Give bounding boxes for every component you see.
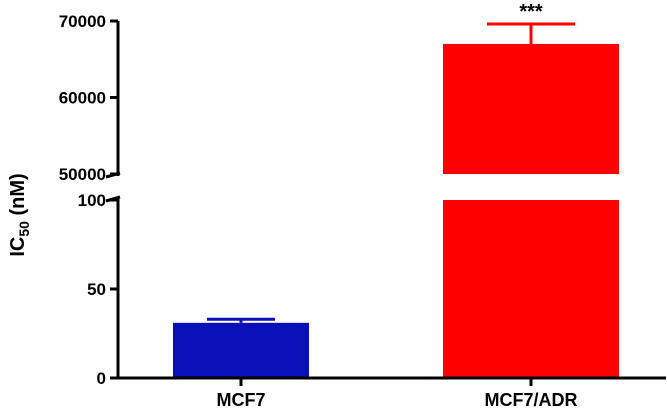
plot-area: 0 50 100 50000 60000 70000 MCF7 MCF7/ADR *** [59,1,666,410]
bar-1-upper [443,43,619,175]
bar-1-lower [443,200,619,378]
upper-tick-label-0: 50000 [59,165,106,184]
category-label-0: MCF7 [217,390,266,410]
upper-tick-label-1: 60000 [59,89,106,108]
y-axis-title: IC50 (nM) [7,173,32,256]
upper-tick-label-2: 70000 [59,12,106,31]
y-axis-title-unit: (nM) [7,173,29,221]
bar-0 [173,322,309,378]
lower-tick-label-0: 0 [97,369,106,388]
y-axis-title-subscript: 50 [16,221,32,237]
significance-annotation-0: *** [519,1,543,23]
category-label-1: MCF7/ADR [485,390,578,410]
lower-tick-label-2: 100 [78,191,106,210]
lower-tick-label-1: 50 [87,280,106,299]
